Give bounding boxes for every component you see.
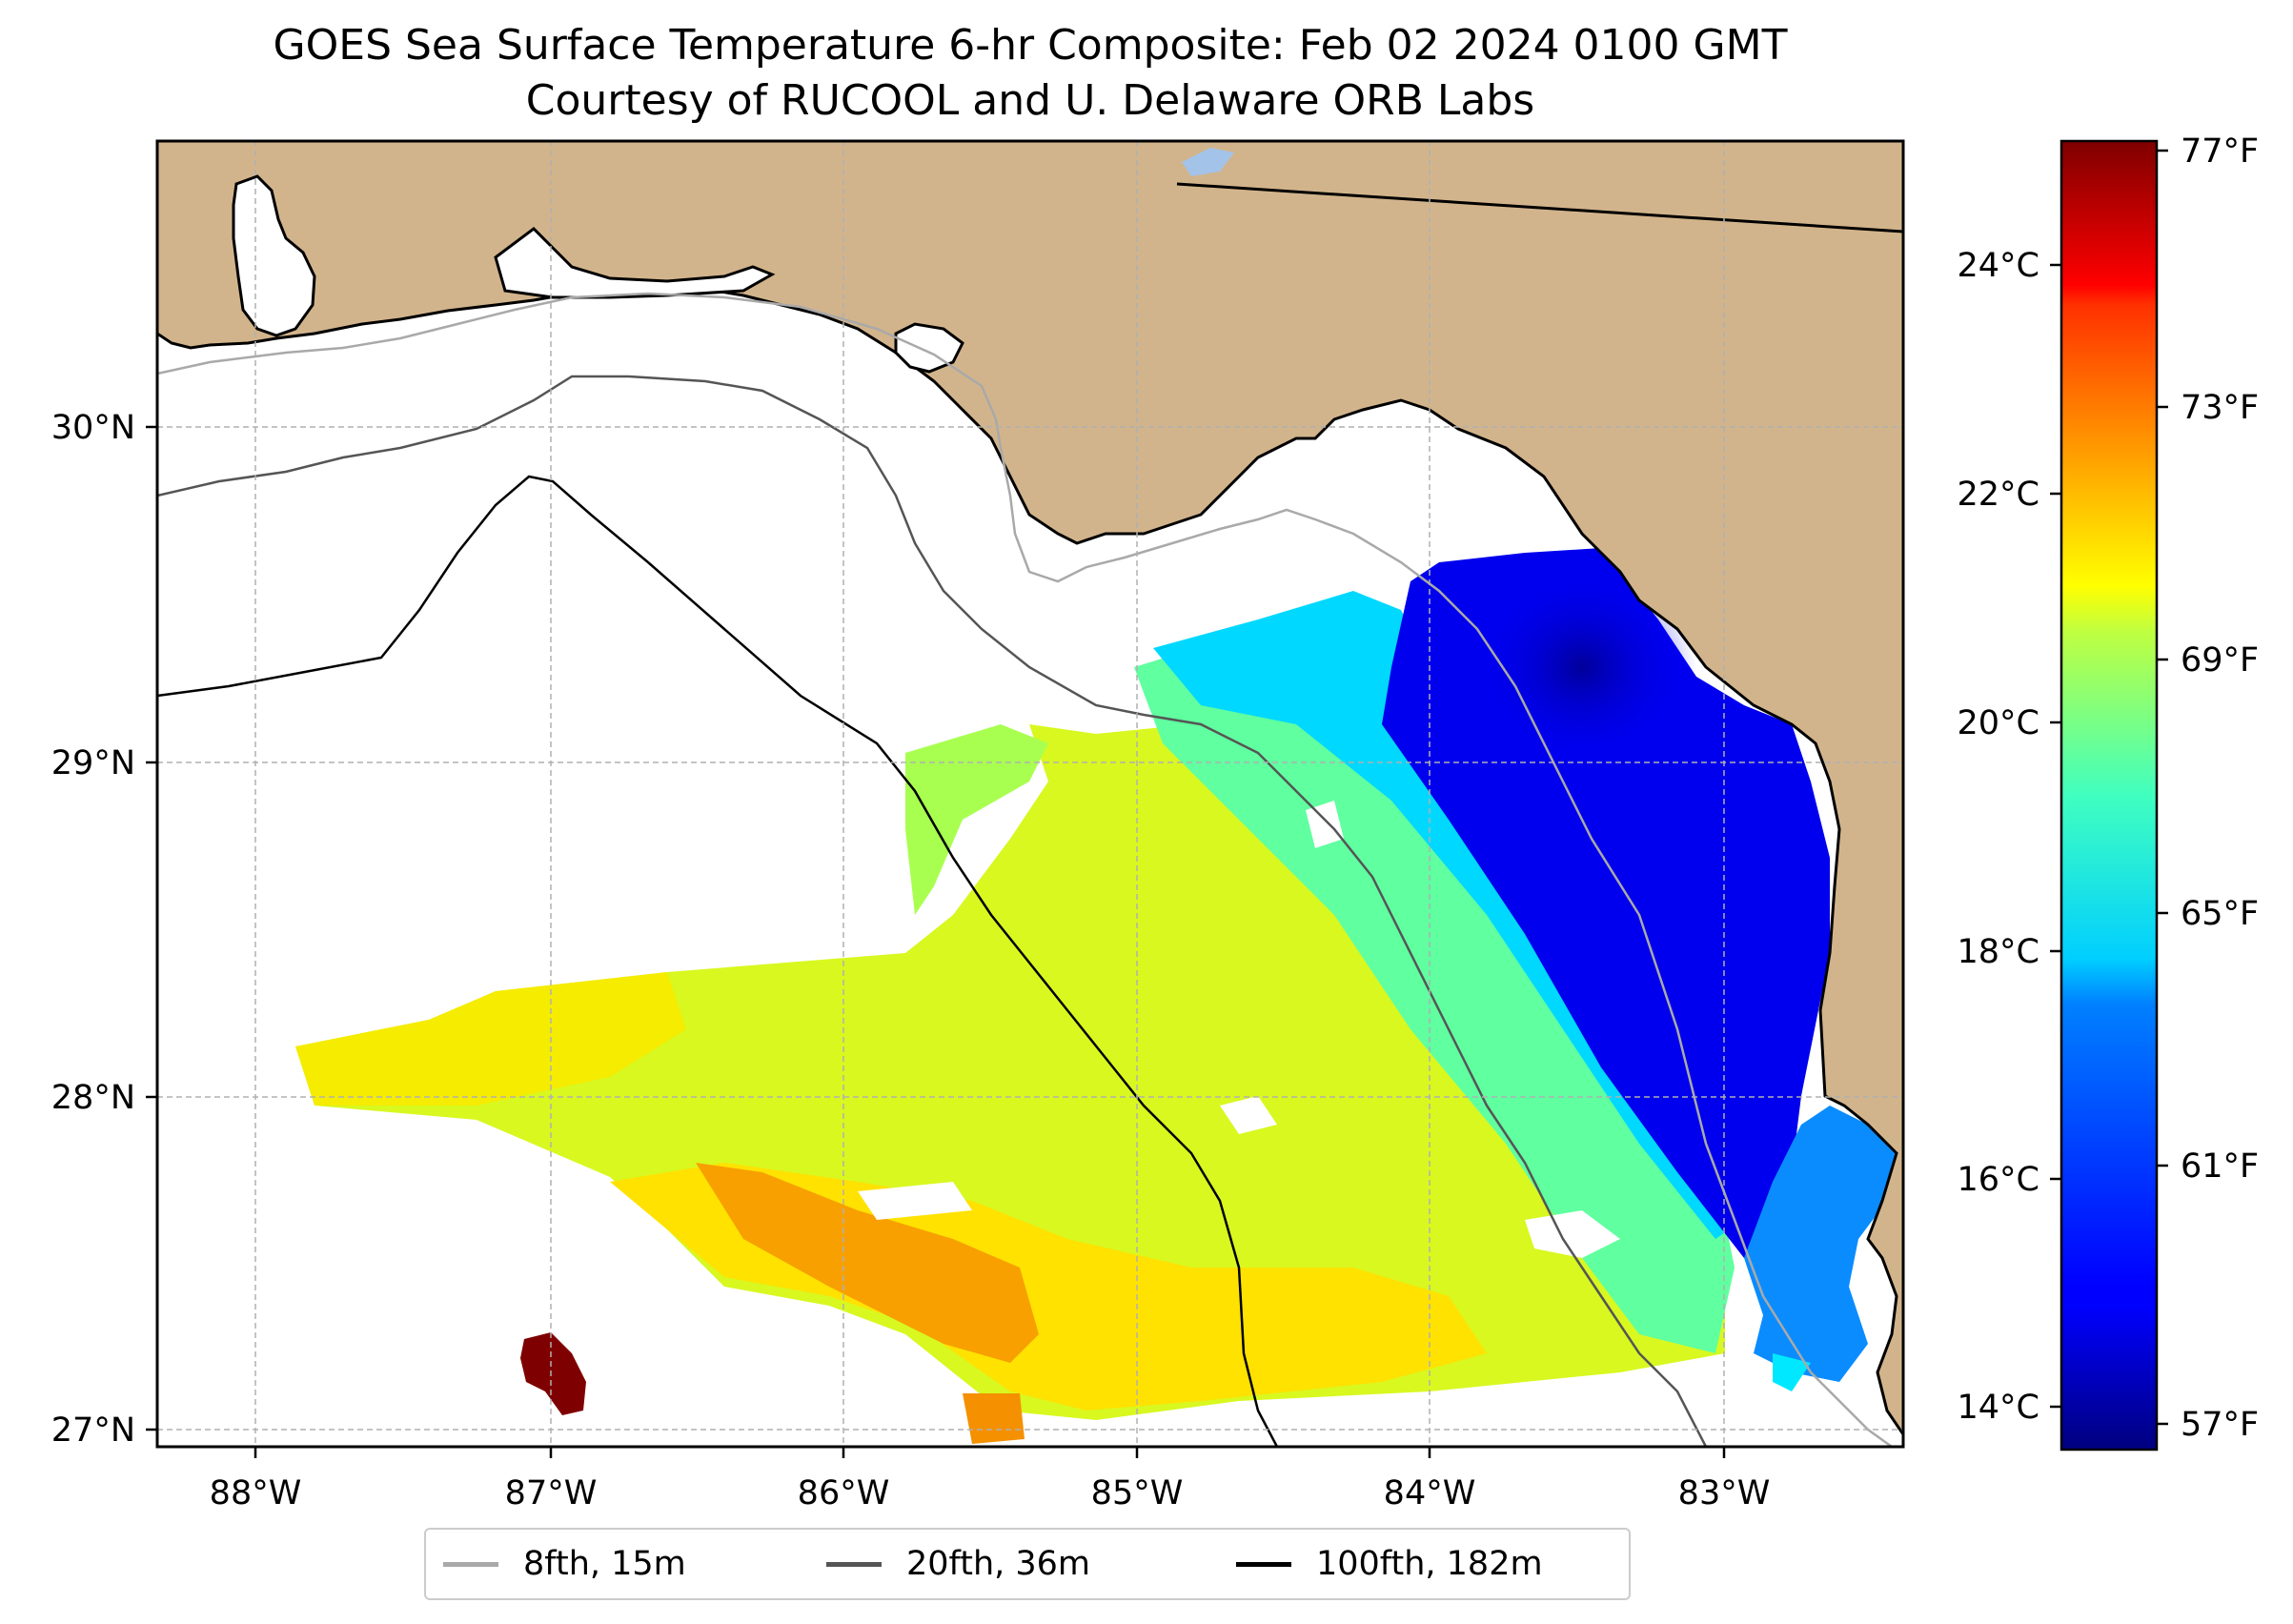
sst-field [295,548,1897,1444]
isobath-8fth [157,292,1893,1447]
map-subtitle: Courtesy of RUCOOL and U. Delaware ORB L… [525,76,1535,125]
sst-hot-spot [520,1332,586,1415]
coastline [157,141,1903,1437]
lat-label: 30°N [51,409,135,447]
legend-label: 8fth, 15m [523,1545,686,1583]
colorbar-fahrenheit-label: 73°F [2181,389,2259,427]
cloud-hole [1220,1096,1277,1134]
legend-item-8fth: 8fth, 15m [443,1530,686,1598]
isobath-100fth [157,475,1279,1447]
lon-label: 85°W [1091,1474,1184,1512]
colorbar-celsius-label: 16°C [1958,1161,2039,1199]
lon-label: 87°W [505,1474,598,1512]
legend-line-100fth [1236,1561,1291,1567]
lat-label: 29°N [51,744,135,782]
map-title: GOES Sea Surface Temperature 6-hr Compos… [273,21,1788,70]
sst-orange-patch [696,1163,1039,1363]
isobath-20fth [157,375,1708,1447]
sst-green-cyan [1134,610,1735,1353]
colorbar-fahrenheit-label: 77°F [2181,132,2259,171]
cloud-hole [1306,801,1344,848]
legend-label: 20fth, 36m [906,1545,1091,1583]
lon-label: 84°W [1384,1474,1476,1512]
isobath-legend: 8fth, 15m 20fth, 36m 100fth, 182m [424,1528,1631,1600]
sst-cold-core [1468,562,1696,772]
map-border [155,139,1905,1449]
sst-green-patch [905,724,1048,915]
lon-label: 86°W [798,1474,890,1512]
sst-cyan-bit [1773,1353,1811,1391]
colorbar-celsius-label: 22°C [1958,476,2039,514]
land [157,141,1903,1437]
lat-label: 27°N [51,1411,135,1450]
colorbar-fahrenheit-label: 61°F [2181,1147,2259,1186]
colorbar-celsius-label: 20°C [1958,704,2039,742]
colorbar-fahrenheit-label: 57°F [2181,1406,2259,1444]
lon-label: 83°W [1678,1474,1771,1512]
st-andrews-bay [894,322,964,374]
lon-label: 88°W [210,1474,302,1512]
mobile-bay [232,174,316,337]
legend-line-20fth [826,1561,882,1567]
legend-line-8fth [443,1561,498,1567]
sst-cyan [1153,591,1744,1239]
cloud-hole [1525,1210,1620,1258]
colorbar [2060,139,2159,1451]
cloud-hole [858,1182,972,1220]
lake [1182,148,1234,176]
legend-item-100fth: 100fth, 182m [1236,1530,1543,1598]
axis-ticks [146,425,1726,1458]
colorbar-celsius-label: 14°C [1958,1389,2039,1427]
legend-item-20fth: 20fth, 36m [826,1530,1090,1598]
colorbar-celsius-label: 24°C [1958,247,2039,285]
sst-west-yellow [295,972,686,1106]
sst-orange-small [963,1393,1025,1444]
map-area [157,141,1903,1447]
gridlines [157,141,1903,1447]
colorbar-celsius-label: 18°C [1958,933,2039,971]
colorbar-fahrenheit-label: 65°F [2181,895,2259,933]
legend-label: 100fth, 182m [1316,1545,1543,1583]
colorbar-ticks [2050,149,2168,1426]
isobaths [157,292,1893,1447]
colorbar-fahrenheit-label: 69°F [2181,641,2259,680]
sst-south-blue [1744,1106,1897,1382]
lat-label: 28°N [51,1079,135,1117]
state-border [1176,182,1903,233]
